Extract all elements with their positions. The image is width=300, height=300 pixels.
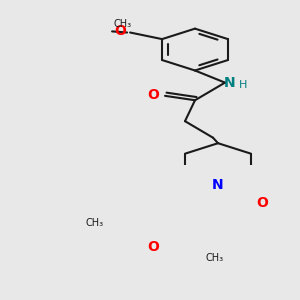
Text: O: O bbox=[147, 88, 159, 102]
Text: CH₃: CH₃ bbox=[113, 19, 131, 29]
Text: H: H bbox=[239, 80, 247, 90]
Text: O: O bbox=[114, 24, 126, 38]
Text: N: N bbox=[224, 76, 236, 90]
Text: CH₃: CH₃ bbox=[85, 218, 103, 228]
Text: CH₃: CH₃ bbox=[206, 253, 224, 263]
Text: N: N bbox=[212, 178, 224, 192]
Text: O: O bbox=[256, 196, 268, 210]
Text: O: O bbox=[147, 239, 159, 254]
